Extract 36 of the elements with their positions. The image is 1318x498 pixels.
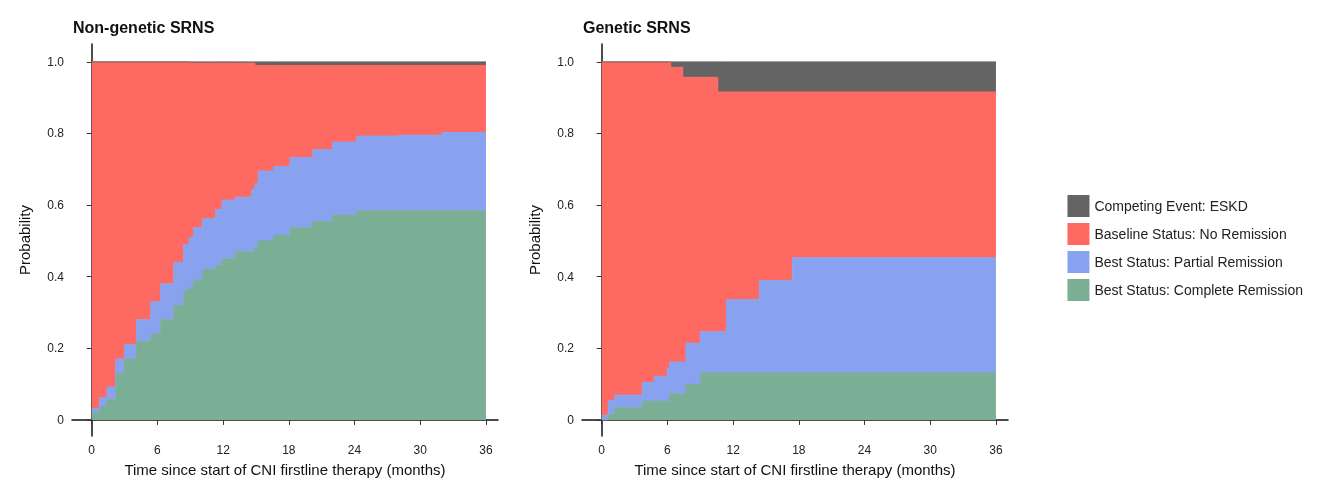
y-tick-label: 0.8: [47, 126, 65, 141]
y-tick-label: 1.0: [557, 54, 575, 69]
y-tick-label: 0.2: [47, 341, 65, 356]
y-tick-label: 0.6: [47, 198, 65, 213]
y-tick-label: 0.8: [557, 126, 575, 141]
chart-title: Non-genetic SRNS: [73, 18, 215, 36]
x-tick-label: 30: [923, 443, 938, 457]
legend-label: Competing Event: ESKD: [1094, 198, 1248, 214]
x-axis-title: Time since start of CNI firstline therapy (months): [634, 461, 956, 478]
y-axis-title: Probability: [526, 204, 543, 276]
y-axis-title: Probability: [16, 204, 33, 276]
legend-label: Best Status: Partial Remission: [1094, 254, 1283, 270]
y-tick-label: 0.4: [557, 269, 575, 284]
y-tick-label: 0.2: [557, 341, 575, 356]
x-tick-label: 24: [347, 443, 362, 457]
x-axis-title: Time since start of CNI firstline therapy (months): [124, 461, 446, 478]
legend-label: Baseline Status: No Remission: [1094, 226, 1287, 242]
x-tick-label: 18: [282, 443, 296, 457]
chart-title: Genetic SRNS: [583, 18, 691, 36]
x-tick-label: 6: [664, 443, 672, 457]
y-tick-label: 1.0: [47, 54, 65, 69]
y-tick-label: 0: [567, 412, 575, 427]
x-tick-label: 36: [479, 443, 493, 457]
x-tick-label: 30: [413, 443, 428, 457]
x-tick-label: 12: [216, 443, 231, 457]
x-tick-label: 36: [989, 443, 1003, 457]
y-tick-label: 0.4: [47, 269, 65, 284]
x-tick-label: 6: [154, 443, 162, 457]
x-tick-label: 12: [726, 443, 741, 457]
legend-label: Best Status: Complete Remission: [1094, 282, 1303, 298]
x-tick-label: 0: [598, 443, 606, 457]
y-tick-label: 0.6: [557, 198, 575, 213]
x-tick-label: 0: [88, 443, 96, 457]
y-tick-label: 0: [57, 412, 65, 427]
x-tick-label: 18: [792, 443, 806, 457]
x-tick-label: 24: [857, 443, 872, 457]
